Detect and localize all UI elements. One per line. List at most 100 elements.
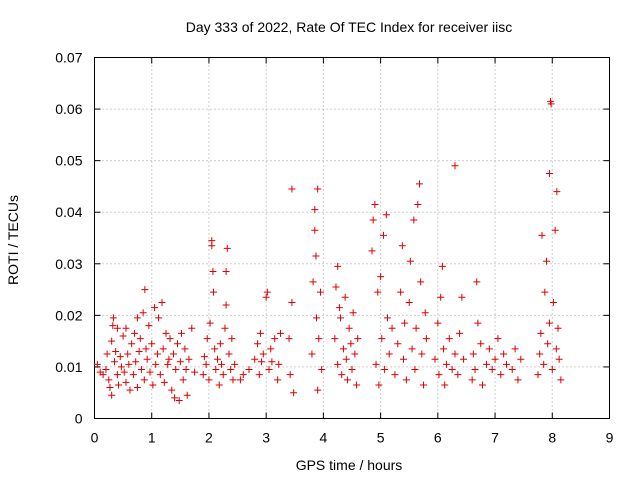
data-point [471, 366, 479, 374]
data-point [155, 314, 163, 322]
data-point [311, 206, 319, 214]
data-point [108, 391, 116, 399]
data-point [382, 211, 390, 219]
data-point [116, 353, 124, 361]
data-point [411, 366, 419, 374]
data-point [165, 355, 173, 363]
data-point [162, 329, 170, 337]
data-point [93, 360, 101, 368]
data-point [311, 226, 319, 234]
data-point [401, 319, 409, 327]
data-point [223, 244, 231, 252]
data-point [288, 298, 296, 306]
data-point [159, 345, 167, 353]
data-point [398, 242, 406, 250]
data-point [375, 381, 383, 389]
data-point [488, 366, 496, 374]
data-point [549, 298, 557, 306]
data-point [341, 293, 349, 301]
data-point [267, 345, 275, 353]
data-point [417, 278, 425, 286]
x-tick-label: 9 [606, 430, 614, 446]
data-point [548, 366, 556, 374]
data-point [172, 366, 180, 374]
data-point [400, 355, 407, 363]
data-point [379, 231, 387, 239]
data-point [200, 353, 208, 361]
data-point [168, 386, 176, 394]
data-point [435, 371, 443, 379]
data-point [410, 216, 418, 224]
data-point [347, 340, 355, 348]
data-point [517, 355, 525, 363]
data-point [348, 366, 356, 374]
data-point [371, 200, 379, 208]
data-point [254, 340, 262, 348]
data-point [137, 366, 145, 374]
data-point [160, 378, 168, 386]
data-point [477, 340, 485, 348]
data-point [143, 355, 151, 363]
data-point [458, 293, 466, 301]
data-point [478, 381, 486, 389]
data-point [536, 350, 544, 358]
data-point [131, 329, 139, 337]
axis-ticks [94, 57, 610, 419]
data-point [183, 391, 191, 399]
data-point [173, 340, 181, 348]
data-point [442, 360, 450, 368]
data-point [511, 345, 519, 353]
data-point [406, 257, 414, 265]
data-point [120, 368, 128, 376]
data-point [412, 324, 420, 332]
data-point [236, 376, 244, 384]
data-point [164, 360, 172, 368]
data-point [274, 376, 282, 384]
data-point [176, 358, 184, 366]
data-point [156, 371, 164, 379]
data-point [308, 350, 316, 358]
data-point [555, 355, 563, 363]
data-point [210, 288, 218, 296]
data-point [394, 340, 402, 348]
data-point [451, 162, 459, 170]
data-point [125, 360, 133, 368]
y-tick-label: 0.01 [55, 359, 82, 375]
data-point [422, 335, 430, 343]
data-point [209, 268, 217, 276]
data-point [133, 384, 141, 392]
x-tick-label: 1 [148, 430, 156, 446]
data-point [485, 345, 493, 353]
data-point [369, 216, 377, 224]
data-point [146, 368, 154, 376]
data-point [552, 345, 560, 353]
data-point [454, 371, 462, 379]
data-point [343, 376, 351, 384]
data-point [212, 366, 220, 374]
data-point [215, 381, 223, 389]
data-point [202, 360, 210, 368]
data-point [151, 304, 159, 312]
plot-frame [94, 57, 610, 419]
data-point [338, 371, 346, 379]
y-tick-label: 0.03 [55, 256, 82, 272]
data-point [182, 366, 190, 374]
data-point [199, 371, 207, 379]
data-point [451, 350, 459, 358]
data-point [115, 381, 123, 389]
data-point [431, 355, 439, 363]
data-point [119, 332, 127, 340]
data-point [285, 335, 293, 343]
chart-title: Day 333 of 2022, Rate Of TEC Index for r… [186, 19, 513, 35]
data-point [109, 322, 117, 330]
data-point [460, 355, 468, 363]
y-tick-labels: 0 0.01 0.02 0.03 0.04 0.05 0.06 0.07 [55, 50, 82, 427]
data-point [227, 366, 235, 374]
data-point [113, 324, 121, 332]
data-point [128, 340, 136, 348]
data-point [474, 319, 482, 327]
data-point [216, 340, 224, 348]
data-point [185, 355, 193, 363]
data-point [315, 335, 323, 343]
data-point [503, 360, 510, 368]
